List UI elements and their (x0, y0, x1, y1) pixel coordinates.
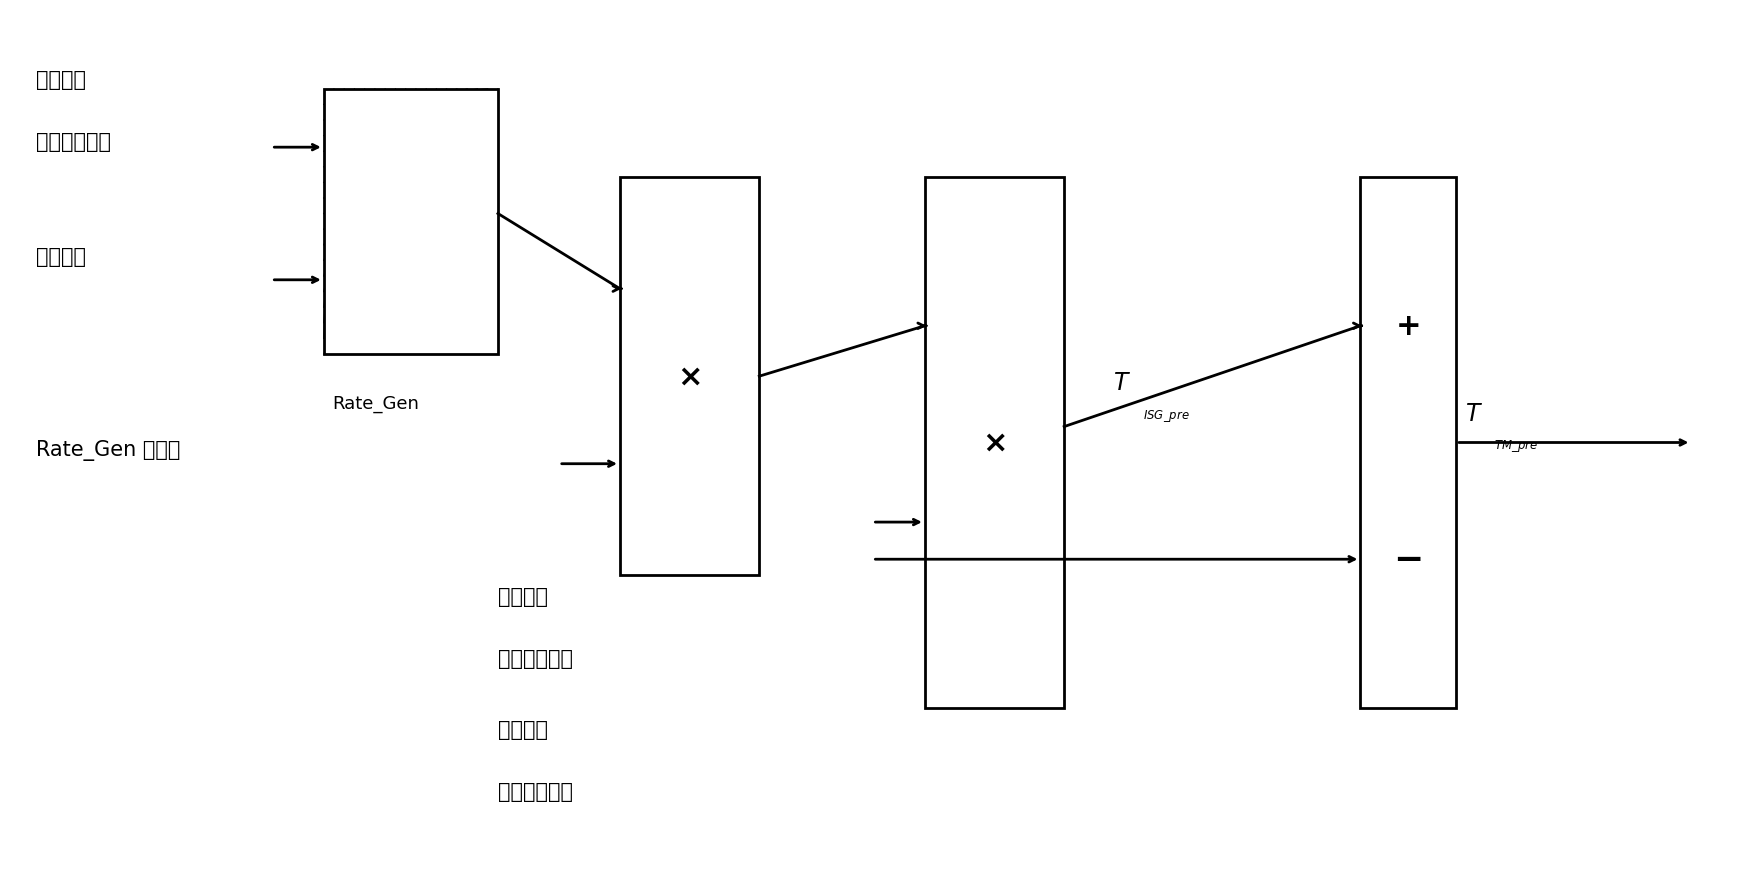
Bar (325, 89, 497, 354)
Text: 电机分配: 电机分配 (497, 587, 548, 606)
Text: $T$: $T$ (1464, 401, 1483, 425)
Text: +: + (1396, 312, 1420, 341)
Text: 电机分配: 电机分配 (37, 70, 86, 89)
Text: Rate_Gen: Rate_Gen (332, 394, 419, 412)
Text: $T$: $T$ (1113, 370, 1131, 394)
Text: $_{TM\_pre}$: $_{TM\_pre}$ (1494, 436, 1539, 454)
Text: 扭矩（发电）: 扭矩（发电） (497, 781, 572, 801)
Text: 电机转速: 电机转速 (37, 246, 86, 267)
Bar (1361, 178, 1455, 708)
Text: 电机分配: 电机分配 (497, 719, 548, 739)
Text: ×: × (677, 362, 701, 392)
Bar (925, 178, 1064, 708)
Text: −: − (1393, 542, 1424, 577)
Text: Rate_Gen 变化率: Rate_Gen 变化率 (37, 439, 181, 461)
Text: ×: × (982, 429, 1007, 457)
Text: 扭矩（发电）: 扭矩（发电） (497, 649, 572, 668)
Bar (619, 178, 759, 576)
Text: $_{ISG\_pre}$: $_{ISG\_pre}$ (1143, 406, 1188, 424)
Text: 扭矩（发电）: 扭矩（发电） (37, 131, 112, 152)
